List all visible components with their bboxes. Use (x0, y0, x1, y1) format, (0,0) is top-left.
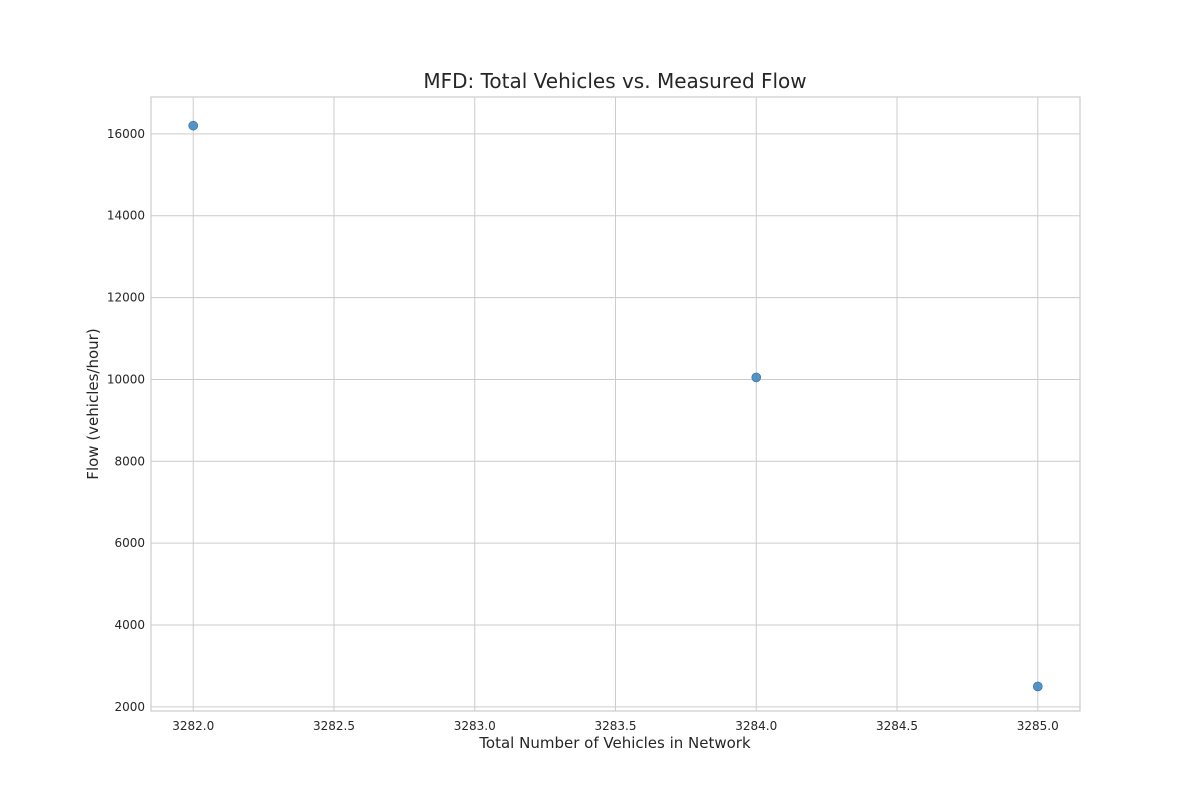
x-tick-label: 3284.5 (876, 719, 918, 733)
scatter-point (188, 120, 199, 131)
y-axis-label: Flow (vehicles/hour) (84, 328, 102, 479)
x-tick-label: 3283.0 (454, 719, 496, 733)
plot-frame (150, 96, 1081, 712)
scatter-point (751, 372, 762, 383)
grid-layer (151, 97, 1080, 711)
x-tick-labels: 3282.0 3282.5 3283.0 3283.5 3284.0 3284.5 3285… (172, 719, 1059, 733)
x-tick-label: 3282.0 (172, 719, 214, 733)
x-tick-label: 3285.0 (1017, 719, 1059, 733)
y-tick-label: 10000 (107, 372, 145, 386)
x-axis-label: Total Number of Vehicles in Network (478, 734, 751, 752)
x-tick-label: 3283.5 (595, 719, 637, 733)
x-tick-label: 3284.0 (735, 719, 777, 733)
points-layer (188, 120, 1043, 692)
y-tick-label: 14000 (107, 209, 145, 223)
x-tick-label: 3282.5 (313, 719, 355, 733)
y-tick-label: 6000 (114, 536, 145, 550)
scatter-point (1032, 681, 1043, 692)
y-tick-label: 4000 (114, 618, 145, 632)
y-tick-label: 12000 (107, 291, 145, 305)
chart-title: MFD: Total Vehicles vs. Measured Flow (423, 69, 806, 93)
y-tick-label: 2000 (114, 700, 145, 714)
y-tick-label: 16000 (107, 127, 145, 141)
y-tick-labels: 2000 4000 6000 8000 10000 12000 14000 16000 (107, 127, 145, 714)
y-tick-label: 8000 (114, 454, 145, 468)
